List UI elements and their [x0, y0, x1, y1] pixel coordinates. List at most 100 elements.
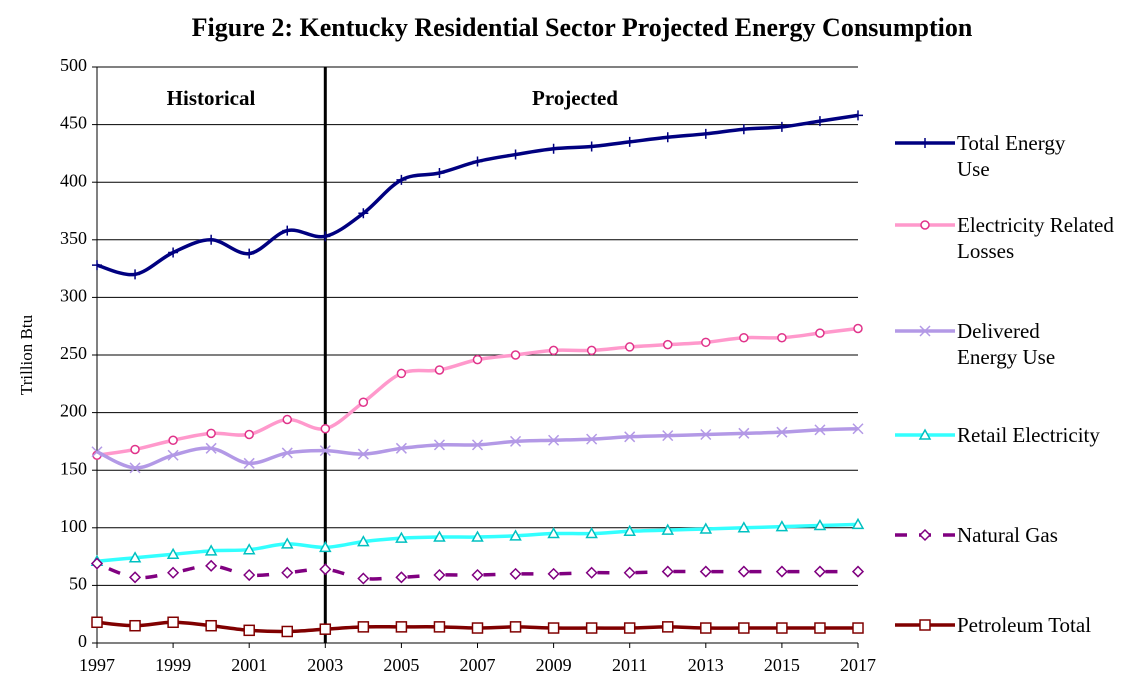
marker — [739, 332, 749, 343]
x-tick-label: 2013 — [688, 655, 724, 675]
marker — [471, 622, 484, 634]
marker — [166, 547, 180, 560]
marker — [168, 247, 179, 258]
marker — [91, 616, 103, 629]
marker — [357, 448, 369, 460]
marker — [471, 439, 484, 451]
marker — [319, 445, 331, 457]
marker — [547, 567, 560, 580]
marker — [851, 565, 865, 578]
marker — [700, 622, 712, 634]
marker — [280, 537, 294, 549]
marker — [510, 435, 522, 447]
marker — [815, 328, 825, 338]
marker — [509, 529, 522, 541]
marker — [775, 565, 788, 578]
marker — [91, 446, 103, 458]
marker — [662, 132, 673, 143]
marker — [776, 426, 788, 438]
y-tick-label: 350 — [60, 228, 87, 248]
marker — [701, 337, 711, 348]
marker — [623, 622, 636, 634]
legend-label: Petroleum Total — [957, 613, 1092, 637]
marker — [738, 622, 750, 634]
marker — [205, 619, 217, 632]
x-tick-label: 2009 — [536, 655, 572, 675]
series-line — [96, 113, 859, 277]
marker — [548, 434, 560, 446]
y-tick-label: 200 — [60, 401, 87, 421]
marker — [471, 568, 484, 582]
marker — [814, 424, 826, 436]
marker — [320, 231, 331, 242]
marker — [358, 208, 369, 219]
marker — [738, 124, 749, 135]
marker — [547, 527, 560, 539]
marker — [319, 540, 332, 553]
y-tick-label: 150 — [60, 458, 87, 478]
marker — [661, 523, 675, 535]
marker — [167, 616, 179, 629]
marker — [920, 138, 930, 148]
marker — [319, 563, 332, 576]
marker — [129, 462, 141, 474]
annotation: Historical — [167, 86, 256, 110]
marker — [737, 565, 750, 578]
marker — [396, 368, 407, 379]
marker — [434, 167, 445, 178]
marker — [358, 397, 369, 407]
legend-label: Delivered Energy Use — [957, 319, 1056, 369]
marker — [357, 621, 370, 633]
marker — [509, 621, 522, 633]
marker — [433, 439, 445, 451]
marker — [510, 149, 521, 160]
marker — [699, 522, 713, 534]
legend-label: Natural Gas — [957, 523, 1058, 547]
marker — [357, 572, 370, 585]
marker — [433, 621, 446, 633]
annotation: Projected — [532, 86, 618, 110]
marker — [510, 350, 521, 360]
marker — [282, 414, 292, 425]
y-tick-label: 0 — [78, 631, 87, 651]
marker — [852, 423, 864, 435]
marker — [776, 121, 787, 132]
legend-label: Total Energy Use — [957, 131, 1066, 181]
legend-label: Electricity Related Losses — [957, 213, 1114, 263]
marker — [585, 622, 598, 634]
y-tick-label: 300 — [60, 286, 87, 306]
marker — [90, 557, 104, 570]
marker — [167, 449, 179, 461]
marker — [547, 622, 560, 634]
x-tick-label: 1999 — [155, 655, 191, 675]
x-tick-label: 2001 — [231, 655, 267, 675]
marker — [128, 551, 142, 563]
marker — [920, 220, 930, 230]
marker — [395, 621, 408, 633]
marker — [395, 531, 408, 543]
marker — [130, 444, 140, 455]
marker — [205, 442, 217, 454]
marker — [319, 623, 332, 635]
marker — [128, 571, 142, 584]
marker — [623, 524, 636, 537]
marker — [776, 622, 788, 634]
marker — [853, 323, 863, 334]
x-tick-label: 2003 — [307, 655, 343, 675]
marker — [282, 225, 293, 236]
x-tick-label: 2017 — [840, 655, 876, 675]
marker — [624, 136, 635, 147]
x-tick-label: 2011 — [612, 655, 647, 675]
marker — [586, 141, 597, 152]
chart-title: Figure 2: Kentucky Residential Sector Pr… — [192, 13, 973, 42]
marker — [586, 433, 598, 445]
marker — [206, 428, 216, 439]
x-tick-label: 2005 — [383, 655, 419, 675]
marker — [918, 428, 932, 440]
marker — [738, 427, 750, 439]
marker — [851, 517, 865, 530]
marker — [281, 625, 293, 638]
y-tick-label: 250 — [60, 343, 87, 363]
marker — [852, 622, 864, 634]
